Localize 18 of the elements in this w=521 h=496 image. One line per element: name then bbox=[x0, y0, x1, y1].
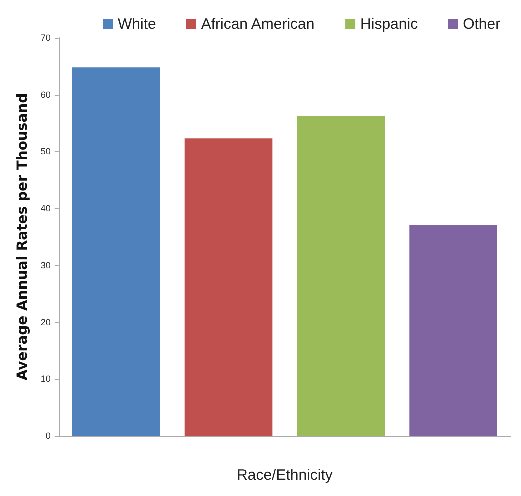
legend-label: White bbox=[118, 16, 156, 33]
y-tick-label: 70 bbox=[40, 33, 51, 43]
bar bbox=[410, 225, 498, 436]
y-tick-label: 0 bbox=[46, 431, 51, 441]
legend-label: Hispanic bbox=[360, 16, 419, 33]
legend-label: African American bbox=[201, 16, 315, 33]
legend-label: Other bbox=[463, 16, 501, 33]
x-axis-title: Race/Ethnicity bbox=[237, 467, 334, 484]
bar bbox=[297, 116, 386, 436]
y-tick-label: 40 bbox=[40, 204, 51, 214]
y-tick-label: 60 bbox=[40, 90, 51, 100]
bar bbox=[72, 68, 160, 436]
y-tick-label: 30 bbox=[40, 260, 51, 270]
y-axis-title: Average Annual Rates per Thousand bbox=[15, 93, 31, 381]
y-tick-label: 10 bbox=[40, 374, 51, 384]
y-tick-label: 20 bbox=[40, 317, 51, 328]
y-tick-label: 50 bbox=[40, 146, 51, 157]
bar bbox=[184, 138, 273, 436]
